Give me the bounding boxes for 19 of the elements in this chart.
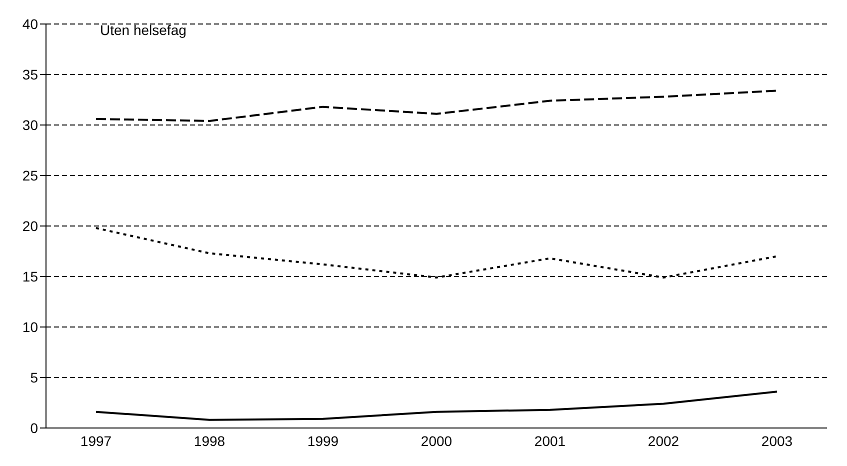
y-tick-label: 15 <box>22 268 38 284</box>
x-tick-label: 2001 <box>534 432 566 449</box>
y-tick-label: 40 <box>22 16 38 32</box>
x-tick-label: 2000 <box>420 432 452 449</box>
annotation: Uten helsefag <box>100 22 186 38</box>
y-tick-label: 20 <box>22 218 38 234</box>
x-tick-label: 1998 <box>194 432 226 449</box>
y-tick-label: 0 <box>30 420 38 436</box>
line-series <box>95 390 778 421</box>
y-tick-label: 5 <box>30 369 38 386</box>
y-tick-label: 35 <box>22 66 38 82</box>
y-tick-label: 30 <box>22 116 38 133</box>
y-tick-label: 10 <box>22 318 38 335</box>
x-tick-label: 2003 <box>761 432 793 449</box>
x-tick-label: 2002 <box>648 432 680 449</box>
x-tick-label: 1997 <box>80 432 112 449</box>
x-tick-label: 1999 <box>307 432 339 449</box>
line-series <box>95 90 778 122</box>
y-tick-label: 25 <box>22 167 38 184</box>
